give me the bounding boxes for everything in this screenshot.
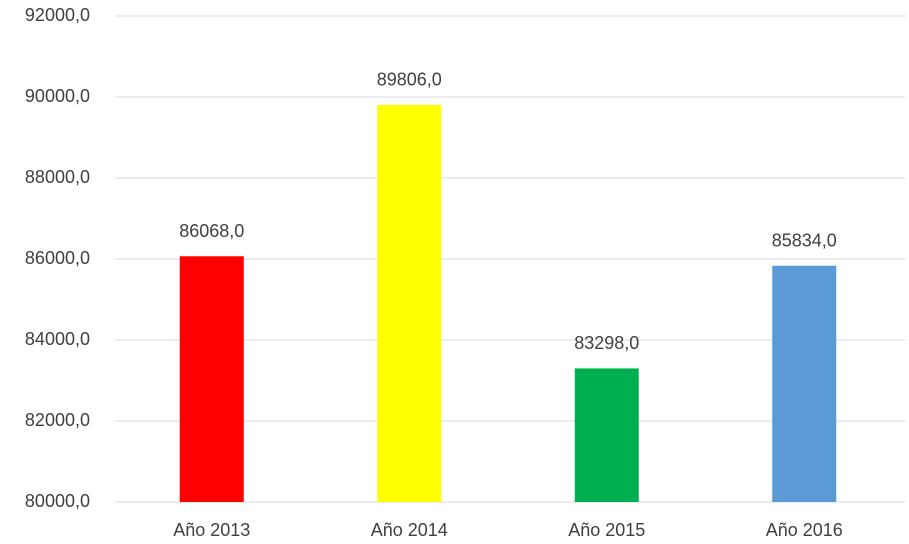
x-tick-label: Año 2013 xyxy=(173,520,250,540)
bar xyxy=(377,104,442,503)
y-tick-label: 82000,0 xyxy=(25,410,90,430)
y-tick-label: 86000,0 xyxy=(25,248,90,268)
x-tick-label: Año 2015 xyxy=(568,520,645,540)
y-tick-label: 88000,0 xyxy=(25,167,90,187)
bar xyxy=(574,368,639,502)
x-tick-label: Año 2016 xyxy=(766,520,843,540)
x-tick-label: Año 2014 xyxy=(371,520,448,540)
y-tick-label: 84000,0 xyxy=(25,329,90,349)
y-tick-label: 92000,0 xyxy=(25,5,90,25)
data-label: 89806,0 xyxy=(377,70,442,90)
bar xyxy=(772,265,837,502)
data-label: 83298,0 xyxy=(574,333,639,353)
data-label: 85834,0 xyxy=(772,230,837,250)
y-tick-label: 80000,0 xyxy=(25,491,90,511)
y-tick-label: 90000,0 xyxy=(25,86,90,106)
bar xyxy=(179,256,244,502)
data-label: 86068,0 xyxy=(179,221,244,241)
